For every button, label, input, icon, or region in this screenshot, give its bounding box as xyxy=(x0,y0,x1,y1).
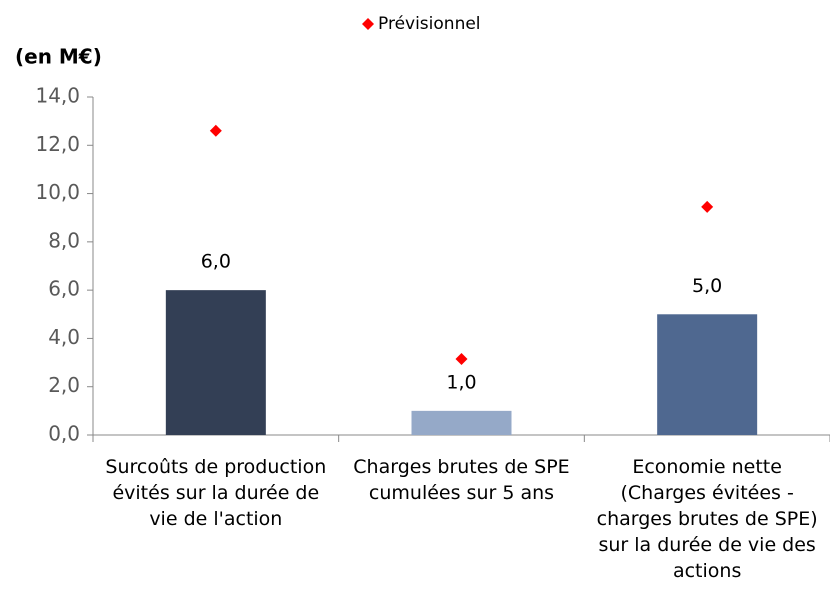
bar xyxy=(411,410,512,435)
y-tick-label: 0,0 xyxy=(48,422,80,446)
bar xyxy=(165,290,266,435)
marker xyxy=(701,200,714,213)
legend-marker xyxy=(362,18,374,30)
marker xyxy=(455,352,468,365)
bar xyxy=(657,314,758,435)
legend-label: Prévisionnel xyxy=(378,14,481,34)
y-tick-label: 6,0 xyxy=(48,277,80,301)
y-tick-label: 8,0 xyxy=(48,228,80,252)
x-tick-label: Charges brutes de SPE cumulées sur 5 ans xyxy=(353,456,570,504)
marker xyxy=(209,124,222,137)
y-tick-label: 14,0 xyxy=(35,84,80,108)
y-tick-label: 2,0 xyxy=(48,373,80,397)
value-label: 6,0 xyxy=(201,251,231,273)
y-axis-label: (en M€) xyxy=(15,45,102,69)
x-tick-label: Economie nette (Charges évitées - charge… xyxy=(596,456,818,582)
y-tick-label: 4,0 xyxy=(48,325,80,349)
y-tick-label: 12,0 xyxy=(35,132,80,156)
value-label: 1,0 xyxy=(446,371,476,393)
y-tick-label: 10,0 xyxy=(35,180,80,204)
value-label: 5,0 xyxy=(692,275,722,297)
x-tick-label: Surcoûts de production évités sur la dur… xyxy=(105,456,327,530)
